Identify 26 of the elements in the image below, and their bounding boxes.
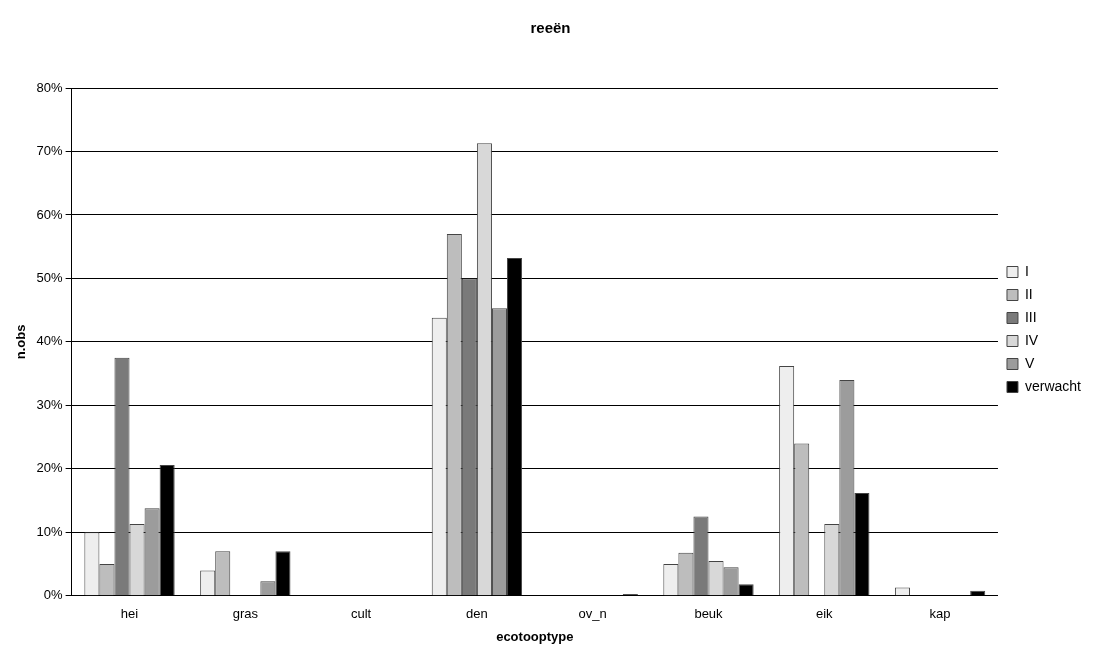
x-tick-label: kap (929, 606, 951, 622)
y-tick-label: 40% (36, 333, 64, 349)
legend-label: I (1024, 262, 1029, 279)
x-tick-label: cult (350, 606, 372, 622)
x-tick-label: ov_n (578, 606, 607, 622)
y-tick-label: 80% (36, 79, 64, 95)
y-tick-label: 60% (36, 206, 64, 222)
x-tick-label: eik (815, 606, 834, 622)
x-tick-label: gras (232, 606, 259, 622)
legend-label: V (1024, 354, 1035, 371)
y-tick-label: 50% (36, 270, 64, 285)
legend-label: II (1024, 285, 1033, 302)
x-tick-label: hei (120, 606, 139, 622)
y-tick-label: 70% (36, 143, 64, 159)
x-tick-label: den (466, 606, 488, 622)
y-tick-label: 10% (36, 523, 64, 539)
y-tick-label: 20% (36, 460, 64, 476)
x-axis-title: ecotooptype (496, 628, 574, 644)
legend-label: IV (1024, 331, 1039, 348)
x-tick-label: beuk (694, 606, 724, 622)
legend-label: verwacht (1024, 377, 1082, 394)
y-tick-label: 0% (43, 587, 64, 603)
legend-label: III (1024, 308, 1037, 325)
y-axis-title: n.obs (13, 324, 29, 360)
y-tick-label: 30% (36, 396, 64, 412)
chart-title: reeën (530, 19, 571, 37)
